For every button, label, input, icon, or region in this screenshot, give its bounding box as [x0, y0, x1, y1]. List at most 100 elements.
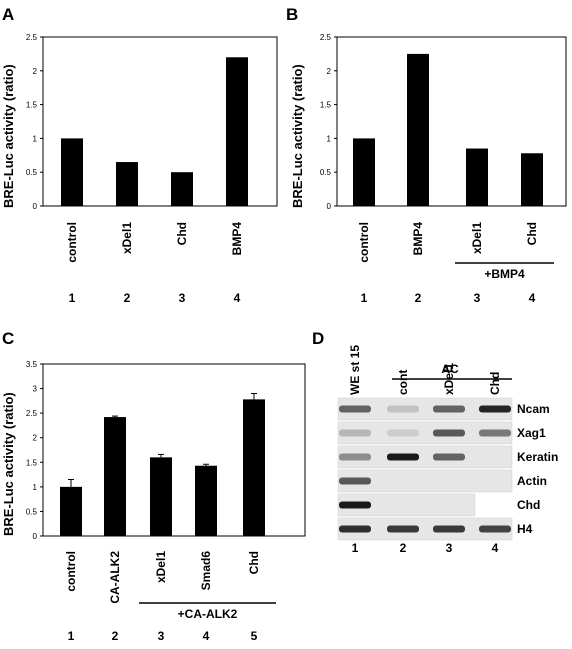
chart-c-bar [195, 465, 217, 536]
gel-band [387, 525, 419, 533]
gel-lane-number: 4 [492, 541, 499, 555]
chart-b-lane-number: 3 [474, 291, 481, 305]
gel-lane-header: cont [396, 370, 410, 395]
gel-band [339, 525, 371, 533]
chart-c-lane-number: 5 [251, 629, 258, 643]
chart-b-y-tick-label: 0 [327, 202, 332, 211]
chart-c-category-label: control [64, 551, 78, 592]
panel-letter-b: B [286, 5, 298, 24]
panel-letter-a: A [2, 5, 14, 24]
chart-b-lane-number: 4 [529, 291, 536, 305]
chart-b-bar [407, 53, 429, 207]
chart-c-category-label: Smad6 [199, 551, 213, 591]
gel-band [433, 453, 465, 461]
gel-band [339, 501, 371, 509]
chart-a-lane-number: 1 [69, 291, 76, 305]
gel-row-strip [337, 421, 513, 445]
gel-band [479, 525, 511, 533]
gel-row-strip [337, 517, 513, 541]
chart-b-group-label: +BMP4 [484, 267, 525, 281]
chart-c-y-tick-label: 1.5 [26, 458, 38, 467]
chart-a-bar [226, 57, 248, 206]
chart-a-y-tick-label: 1.5 [26, 101, 38, 110]
chart-c-y-axis-label: BRE-Luc activity (ratio) [1, 392, 16, 536]
gel-row-strip [337, 397, 513, 421]
gel-band [339, 405, 371, 413]
gel-lane-header: WE st 15 [348, 345, 362, 395]
gel-band [479, 429, 511, 437]
gel-band [339, 477, 371, 485]
chart-c-bar [104, 417, 126, 536]
chart-b-y-tick-label: 2.5 [320, 33, 332, 42]
gel-gene-label: Xag1 [517, 426, 546, 440]
gel-band [433, 405, 465, 413]
gel-band [387, 405, 419, 413]
chart-c-y-tick-label: 3.5 [26, 360, 38, 369]
chart-a-y-tick-label: 1 [33, 134, 38, 143]
chart-c-y-tick-label: 2 [33, 434, 38, 443]
gel-band [339, 453, 371, 461]
chart-b-category-label: BMP4 [411, 222, 425, 256]
chart-a-y-axis-label: BRE-Luc activity (ratio) [1, 64, 16, 208]
chart-b-y-tick-label: 1 [327, 134, 332, 143]
chart-c-y-tick-label: 0.5 [26, 507, 38, 516]
chart-a-lane-number: 2 [124, 291, 131, 305]
chart-b-category-label: xDel1 [470, 222, 484, 254]
chart-panel-c: C BRE-Luc activity (ratio) 0 0.5 1 1.5 2 2.5 3… [1, 329, 306, 643]
chart-c-y-tick-label: 1 [33, 483, 38, 492]
chart-a-bar [116, 162, 138, 206]
chart-a-category-label: Chd [175, 222, 189, 245]
chart-c-y-tick-label: 2.5 [26, 409, 38, 418]
chart-c-lane-number: 1 [68, 629, 75, 643]
chart-a-category-label: xDel1 [120, 222, 134, 254]
chart-c-lane-number: 3 [158, 629, 165, 643]
chart-b-y-tick-label: 0.5 [320, 168, 332, 177]
chart-c-plot-frame [42, 363, 306, 537]
chart-panel-a: A BRE-Luc activity (ratio) 0 0.5 1 1.5 2 2.5 c… [1, 5, 278, 305]
panel-letter-c: C [2, 329, 14, 348]
chart-a-plot-frame [42, 36, 278, 207]
chart-b-lane-number: 2 [415, 291, 422, 305]
chart-a-y-tick-label: 0 [33, 202, 38, 211]
chart-c-lane-number: 2 [112, 629, 119, 643]
chart-b-y-axis-label: BRE-Luc activity (ratio) [290, 64, 305, 208]
chart-b-bar [353, 138, 375, 206]
chart-c-lane-number: 4 [203, 629, 210, 643]
gel-row-strip [337, 493, 476, 517]
chart-c-bar [150, 457, 172, 536]
chart-c-y-tick-label: 0 [33, 532, 38, 541]
gel-row-strip [337, 445, 513, 469]
chart-c-bar [60, 486, 82, 536]
chart-a-y-tick-label: 0.5 [26, 168, 38, 177]
gel-row-strip [337, 469, 513, 493]
chart-b-category-label: control [357, 222, 371, 263]
gel-lane-number: 3 [446, 541, 453, 555]
chart-a-category-label: BMP4 [230, 222, 244, 256]
chart-c-group-label: +CA-ALK2 [178, 607, 238, 621]
chart-b-y-tick-label: 1.5 [320, 101, 332, 110]
chart-a-lane-number: 3 [179, 291, 186, 305]
panel-letter-d: D [312, 329, 324, 348]
chart-a-y-tick-label: 2.5 [26, 33, 38, 42]
gel-band [433, 525, 465, 533]
chart-a-bar [61, 138, 83, 206]
chart-panel-b: B BRE-Luc activity (ratio) 0 0.5 1 1.5 2 2.5 c… [286, 5, 567, 305]
gel-band [479, 405, 511, 413]
chart-b-plot-frame [336, 36, 567, 207]
chart-b-y-tick-label: 2 [327, 67, 332, 76]
chart-b-bar [521, 153, 543, 206]
chart-b-bar [466, 148, 488, 206]
gel-group-label: AC [441, 362, 459, 376]
chart-b-lane-number: 1 [361, 291, 368, 305]
gel-band [339, 429, 371, 437]
gel-band [387, 429, 419, 437]
chart-c-y-tick-label: 3 [33, 385, 38, 394]
gel-gene-label: Actin [517, 474, 547, 488]
chart-c-bar [243, 399, 265, 536]
chart-a-category-label: control [65, 222, 79, 263]
gel-band [433, 429, 465, 437]
chart-a-lane-number: 4 [234, 291, 241, 305]
gel-lane-number: 1 [352, 541, 359, 555]
chart-b-category-label: Chd [525, 222, 539, 245]
